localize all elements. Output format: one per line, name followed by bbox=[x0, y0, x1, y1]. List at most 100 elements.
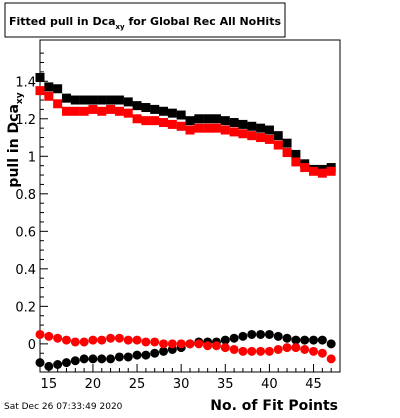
circle-data-point bbox=[70, 356, 80, 366]
square-data-point bbox=[53, 99, 63, 109]
square-data-point bbox=[97, 95, 107, 105]
circle-data-point bbox=[282, 343, 292, 353]
square-data-point bbox=[106, 95, 116, 105]
square-data-point bbox=[70, 106, 80, 116]
square-data-point bbox=[194, 114, 204, 124]
circle-data-point bbox=[256, 346, 266, 356]
square-data-point bbox=[44, 82, 54, 92]
circle-data-point bbox=[264, 329, 274, 339]
circle-data-point bbox=[123, 352, 133, 362]
circle-data-point bbox=[300, 335, 310, 345]
circle-data-point bbox=[273, 331, 283, 341]
square-data-point bbox=[150, 116, 160, 126]
circle-data-point bbox=[114, 333, 124, 343]
circle-data-point bbox=[123, 335, 133, 345]
square-data-point bbox=[79, 95, 89, 105]
y-tick-label: 0.4 bbox=[15, 263, 36, 278]
y-axis-label-subscript: xy bbox=[15, 92, 25, 104]
square-data-point bbox=[229, 118, 239, 128]
y-tick-label: 1.2 bbox=[15, 113, 36, 128]
circle-data-point bbox=[238, 331, 248, 341]
square-data-point bbox=[44, 91, 54, 101]
square-data-point bbox=[220, 125, 230, 135]
circle-data-point bbox=[44, 361, 54, 371]
square-data-point bbox=[247, 121, 257, 131]
x-tick-label: 35 bbox=[217, 377, 234, 392]
circle-data-point bbox=[203, 341, 213, 351]
circle-data-point bbox=[97, 354, 107, 364]
square-data-point bbox=[291, 149, 301, 159]
square-data-point bbox=[264, 134, 274, 144]
square-data-point bbox=[123, 97, 133, 107]
square-data-point bbox=[220, 116, 230, 126]
circle-data-point bbox=[97, 335, 107, 345]
circle-data-point bbox=[132, 350, 142, 360]
circle-data-point bbox=[264, 346, 274, 356]
plot-frame bbox=[39, 39, 341, 373]
circle-data-point bbox=[141, 350, 151, 360]
axis-tick-labels: 15 20 25 30 35 40 45 0 0.2 0.4 0.6 0.8 1 1.2 1.4 bbox=[15, 75, 321, 392]
square-data-point bbox=[300, 163, 310, 173]
circle-data-point bbox=[317, 348, 327, 358]
circle-data-point bbox=[220, 335, 230, 345]
square-data-point bbox=[167, 108, 177, 118]
square-data-point bbox=[61, 106, 71, 116]
y-tick-label: 0.8 bbox=[15, 188, 36, 203]
circle-data-point bbox=[229, 344, 239, 354]
circle-data-point bbox=[211, 341, 221, 351]
square-data-point bbox=[150, 104, 160, 114]
y-tick-label: 0.6 bbox=[15, 225, 36, 240]
circle-data-point bbox=[61, 335, 71, 345]
circle-data-point bbox=[79, 354, 89, 364]
square-data-point bbox=[132, 114, 142, 124]
circle-data-point bbox=[61, 358, 71, 368]
square-data-point bbox=[114, 95, 124, 105]
square-data-point bbox=[317, 168, 327, 178]
square-data-point bbox=[291, 157, 301, 167]
square-data-point bbox=[176, 110, 186, 120]
x-tick-label: 15 bbox=[41, 377, 58, 392]
x-tick-label: 30 bbox=[173, 377, 190, 392]
square-data-point bbox=[247, 131, 257, 141]
circle-data-point bbox=[35, 358, 45, 368]
square-data-point bbox=[273, 140, 283, 150]
circle-data-point bbox=[159, 339, 169, 349]
circle-data-point bbox=[291, 335, 301, 345]
circle-data-point bbox=[150, 348, 160, 358]
title-frame bbox=[4, 2, 286, 38]
square-data-point bbox=[194, 123, 204, 133]
circle-data-point bbox=[150, 337, 160, 347]
title-rest: for Global Rec All NoHits bbox=[125, 15, 282, 28]
square-data-point bbox=[238, 119, 248, 129]
square-data-point bbox=[132, 101, 142, 111]
circle-data-point bbox=[53, 359, 63, 369]
square-data-point bbox=[159, 106, 169, 116]
circle-data-point bbox=[159, 346, 169, 356]
circle-data-point bbox=[106, 333, 116, 343]
circle-data-point bbox=[256, 329, 266, 339]
title-box: Fitted pull in Dcaxy for Global Rec All … bbox=[4, 2, 286, 38]
data-points bbox=[35, 73, 336, 371]
x-tick-label: 40 bbox=[261, 377, 278, 392]
circle-data-point bbox=[70, 337, 80, 347]
square-data-point bbox=[141, 103, 151, 113]
circle-data-point bbox=[309, 335, 319, 345]
square-data-point bbox=[309, 166, 319, 176]
square-data-point bbox=[211, 123, 221, 133]
square-data-point bbox=[203, 123, 213, 133]
x-axis-label: No. of Fit Points bbox=[210, 398, 338, 414]
circle-data-point bbox=[282, 333, 292, 343]
circle-data-point bbox=[114, 352, 124, 362]
square-data-point bbox=[203, 114, 213, 124]
square-data-point bbox=[123, 108, 133, 118]
square-data-point bbox=[167, 119, 177, 129]
x-tick-label: 20 bbox=[85, 377, 102, 392]
y-tick-label: 1.4 bbox=[15, 75, 36, 90]
square-data-point bbox=[88, 104, 98, 114]
circle-data-point bbox=[88, 335, 98, 345]
circle-data-point bbox=[326, 339, 336, 349]
square-data-point bbox=[114, 106, 124, 116]
circle-data-point bbox=[229, 333, 239, 343]
square-data-point bbox=[282, 148, 292, 158]
